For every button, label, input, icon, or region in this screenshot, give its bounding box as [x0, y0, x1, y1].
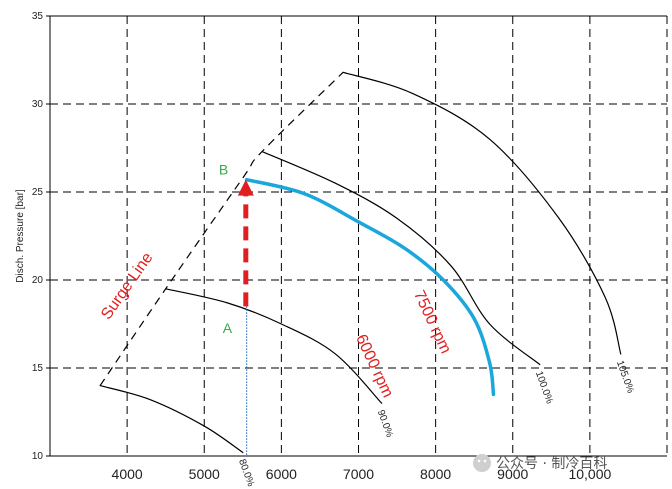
surge-line	[99, 71, 344, 386]
y-tick-label: 10	[32, 451, 44, 462]
series-end-label: 80.0%	[236, 458, 256, 489]
wechat-icon-eye-right	[483, 459, 487, 463]
point-label-b: B	[219, 161, 228, 177]
series-line-800	[99, 385, 244, 454]
wechat-icon-eye-left	[477, 459, 481, 463]
series-line-1000	[261, 150, 541, 366]
x-tick-label: 8000	[420, 466, 451, 482]
red-arrow-head-icon	[237, 179, 254, 196]
grid-lines	[50, 16, 667, 456]
y-tick-label: 35	[32, 11, 44, 22]
y-tick-label: 25	[32, 187, 44, 198]
x-tick-label: 9000	[497, 466, 528, 482]
x-tick-label: 5000	[189, 466, 220, 482]
series-end-label: 105.0%	[614, 359, 636, 395]
y-tick-label: 30	[32, 99, 44, 110]
x-tick-label: 7000	[343, 466, 374, 482]
axes: 4000 5000 6000 7000 8000 9000 10,000 10 15 20 25 30…	[32, 11, 668, 482]
watermark-text: 公众号 · 制冷百科	[496, 456, 607, 472]
series-end-label: 100.0%	[533, 370, 555, 406]
annotations: 80.0% 90.0% 100.0% 105.0% A B 7500 rpm 6000 rpm…	[98, 161, 636, 488]
y-tick-label: 20	[32, 275, 44, 286]
y-axis-label: Disch. Pressure [bar]	[15, 189, 26, 283]
series-line-900	[165, 288, 383, 404]
point-label-a: A	[223, 320, 233, 336]
watermark: 公众号 · 制冷百科	[473, 454, 607, 472]
annotation-0: 7500 rpm	[410, 288, 454, 356]
series-end-label: 90.0%	[375, 408, 395, 439]
x-tick-label: 4000	[112, 466, 143, 482]
x-tick-label: 6000	[266, 466, 297, 482]
series-line-1050	[342, 71, 622, 355]
y-tick-label: 15	[32, 363, 44, 374]
annotation-2: Surge Line	[98, 250, 156, 323]
x-tick-label: 10,000	[568, 466, 611, 482]
wechat-icon	[473, 454, 491, 472]
series-line-7500rpm	[244, 177, 496, 397]
annotation-1: 6000 rpm	[352, 332, 396, 400]
speed-curves	[99, 71, 622, 456]
